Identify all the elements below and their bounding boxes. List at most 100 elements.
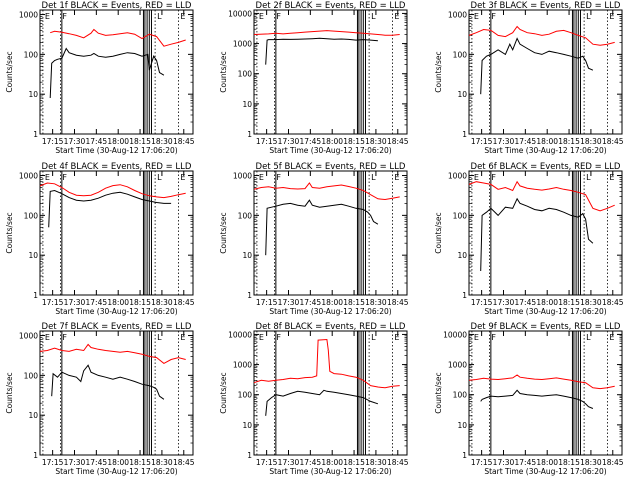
x-tick-label: 17:30 [64,137,86,146]
x-axis-label: Start Time (30-Aug-12 17:06:20) [269,146,391,155]
x-tick-label: 17:45 [515,458,537,467]
y-tick-label: 10000 [443,330,467,339]
detector-panel-9: Det 9f BLACK = Events, RED = LLD 1 10 100 10… [434,322,624,476]
x-tick-label: 18:00 [536,458,558,467]
chart-title: Det 4f BLACK = Events, RED = LLD [42,162,192,172]
x-tick-label: 18:30 [580,458,602,467]
y-tick-label: 10 [28,411,38,420]
x-tick-label: 17:15 [42,298,64,307]
x-axis-label: Start Time (30-Aug-12 17:06:20) [55,146,177,155]
y-tick-label: 1 [33,451,38,460]
y-tick-label: 1000 [19,332,38,341]
events-series-line [265,37,378,65]
detector-panel-7: Det 7f BLACK = Events, RED = LLD 1 10 100 10… [5,322,195,476]
plot-frame [468,330,623,456]
time-marker-label: E [45,333,50,342]
lld-series-line [39,343,186,364]
events-series-line [51,364,165,400]
y-tick-label: 10 [457,90,467,99]
detector-panel-1: Det 1f BLACK = Events, RED = LLD 1 10 100 10… [5,1,195,155]
time-marker-label: L [586,173,591,182]
x-tick-label: 18:15 [129,298,151,307]
time-marker-label: L [371,333,376,342]
plot-frame [253,330,408,456]
x-tick-label: 17:30 [493,458,515,467]
x-tick-label: 17:45 [86,137,108,146]
x-tick-label: 18:45 [602,298,624,307]
time-marker-label: L [586,12,591,21]
detector-panel-4: Det 4f BLACK = Events, RED = LLD 1 10 100 10… [5,162,195,316]
y-tick-label: 10 [28,90,38,99]
chart-title: Det 9f BLACK = Events, RED = LLD [471,322,621,332]
y-tick-label: 1 [462,130,467,139]
x-tick-label: 18:30 [365,458,387,467]
x-tick-label: 17:30 [64,458,86,467]
x-tick-label: 17:15 [42,137,64,146]
time-marker-label: E [394,173,399,182]
plot-frame [253,170,408,296]
x-tick-label: 18:45 [173,298,195,307]
y-tick-label: 1 [247,451,252,460]
x-tick-label: 18:00 [107,298,129,307]
x-tick-label: 17:30 [278,298,300,307]
time-marker-label: E [474,333,479,342]
time-marker-label: L [371,173,376,182]
time-marker-label: E [474,12,479,21]
y-tick-label: 10 [457,421,467,430]
y-tick-label: 10 [457,251,467,260]
lld-series-line [253,30,400,36]
x-tick-label: 18:30 [151,298,173,307]
y-axis-label: Counts/sec [5,51,14,92]
time-marker-label: F [276,333,281,342]
x-axis-label: Start Time (30-Aug-12 17:06:20) [484,467,606,476]
y-axis-label: Counts/sec [5,212,14,253]
time-marker-label: F [62,12,67,21]
x-tick-label: 17:30 [278,458,300,467]
plot-frame [253,9,408,135]
x-tick-label: 18:45 [173,458,195,467]
x-axis-label: Start Time (30-Aug-12 17:06:20) [269,307,391,316]
detector-panel-5: Det 5f BLACK = Events, RED = LLD 1 10 100 10… [219,162,409,316]
time-marker-label: E [259,12,264,21]
y-tick-label: 10000 [228,330,252,339]
x-tick-label: 18:15 [343,137,365,146]
x-tick-label: 18:15 [343,298,365,307]
plot-frame [39,170,194,296]
detector-panel-6: Det 6f BLACK = Events, RED = LLD 1 10 100 10… [434,162,624,316]
time-marker-label: L [157,173,162,182]
x-tick-label: 18:00 [536,298,558,307]
x-tick-label: 18:30 [151,458,173,467]
x-tick-label: 18:30 [365,137,387,146]
y-tick-label: 1 [462,451,467,460]
x-tick-label: 18:45 [602,137,624,146]
events-series-line [480,37,594,95]
y-tick-label: 100 [24,371,39,380]
x-tick-label: 17:45 [86,458,108,467]
y-tick-label: 1 [247,130,252,139]
y-tick-label: 10 [28,251,38,260]
events-series-line [480,389,594,409]
x-axis-label: Start Time (30-Aug-12 17:06:20) [484,146,606,155]
x-axis-label: Start Time (30-Aug-12 17:06:20) [55,307,177,316]
x-axis-label: Start Time (30-Aug-12 17:06:20) [55,467,177,476]
x-tick-label: 17:45 [300,458,322,467]
plot-frame [468,170,623,296]
y-tick-label: 100 [238,70,253,79]
y-tick-label: 100 [238,391,253,400]
lld-series-line [253,182,400,201]
lld-series-line [468,25,615,46]
x-tick-label: 18:30 [580,298,602,307]
time-marker-label: L [157,333,162,342]
detector-panel-3: Det 3f BLACK = Events, RED = LLD 1 10 100 10… [434,1,624,155]
time-marker-label: F [62,173,67,182]
lld-series-line [468,374,615,390]
y-tick-label: 1 [33,291,38,300]
x-tick-label: 18:45 [387,137,409,146]
time-marker-label: E [609,12,614,21]
y-axis-label: Counts/sec [434,372,443,413]
time-marker-label: E [180,12,185,21]
time-marker-label: E [609,333,614,342]
plot-frame [39,9,194,135]
chart-title: Det 5f BLACK = Events, RED = LLD [256,162,406,172]
y-tick-label: 1000 [448,361,467,370]
